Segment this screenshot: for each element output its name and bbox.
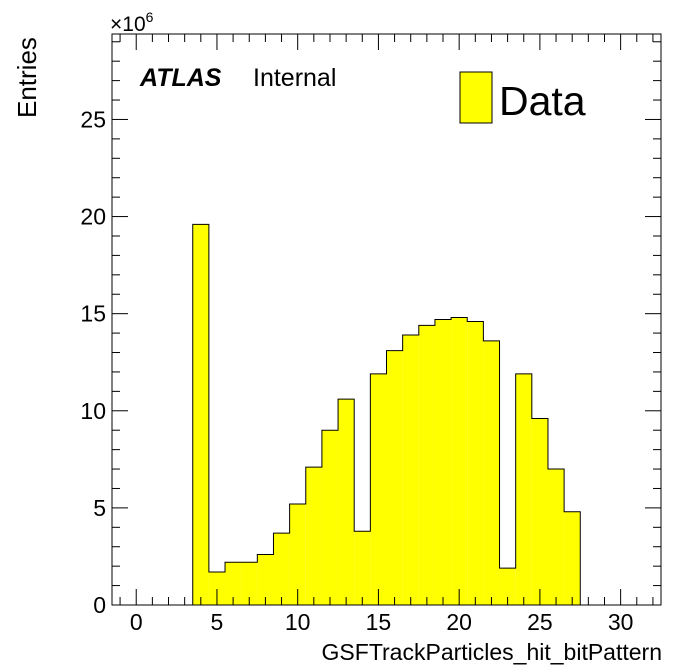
histogram-bars [192, 224, 581, 606]
histogram-bar [386, 350, 403, 605]
y-tick-label: 0 [93, 592, 106, 618]
histogram-bar [483, 340, 500, 605]
x-tick-label: 30 [608, 609, 634, 635]
y-multiplier-exponent: 6 [146, 9, 154, 25]
histogram-bar [273, 533, 290, 605]
internal-label: Internal [253, 64, 336, 92]
histogram-bar [192, 224, 209, 606]
y-axis-label: Entries [12, 37, 42, 118]
y-tick-label: 5 [93, 495, 106, 521]
histogram-bar [241, 562, 258, 605]
atlas-label: ATLAS [139, 64, 222, 92]
y-tick-label: 15 [80, 301, 106, 327]
y-tick-label: 25 [80, 106, 106, 132]
histogram-bar [305, 467, 322, 605]
x-tick-label: 20 [446, 609, 472, 635]
histogram-bar [208, 571, 226, 605]
histogram-bar [289, 504, 306, 605]
legend-swatch [459, 71, 493, 124]
x-tick-label: 0 [130, 609, 143, 635]
x-axis-ticks: 0 5 10 15 20 25 30 [119, 34, 654, 635]
x-tick-label: 10 [285, 609, 311, 635]
histogram-bar [354, 531, 371, 605]
x-tick-label: 25 [527, 609, 553, 635]
histogram-bar [467, 321, 484, 605]
histogram-bar [418, 325, 435, 605]
x-axis-label: GSFTrackParticles_hit_bitPattern [322, 639, 662, 665]
histogram-step-line [192, 223, 581, 605]
histogram-bar [531, 418, 548, 605]
histogram-bar [515, 373, 532, 605]
histogram-bar [225, 562, 242, 605]
histogram-outline [192, 223, 581, 605]
histogram-bar [321, 430, 339, 605]
histogram-bar [370, 373, 387, 605]
y-tick-label: 20 [80, 204, 106, 230]
histogram-bar [499, 568, 516, 605]
x-tick-label: 15 [366, 609, 392, 635]
legend-label: Data [499, 78, 586, 124]
histogram-bar [402, 335, 419, 605]
y-multiplier: ×106 [110, 9, 154, 36]
histogram-bar [547, 469, 565, 605]
histogram-bar [564, 511, 581, 605]
y-axis-ticks: 0 5 10 15 20 25 [80, 41, 661, 618]
x-tick-label: 5 [211, 609, 224, 635]
legend: Data [459, 71, 586, 124]
histogram-bar [257, 554, 274, 605]
histogram-bar [434, 319, 452, 605]
histogram-bar [451, 317, 468, 605]
y-tick-label: 10 [80, 398, 106, 424]
histogram-bar [338, 399, 355, 605]
plot-frame [111, 33, 662, 606]
